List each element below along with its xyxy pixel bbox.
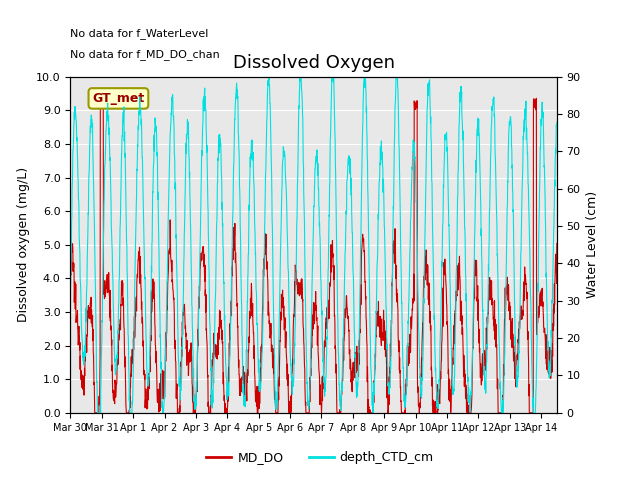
Y-axis label: Water Level (cm): Water Level (cm) (586, 191, 599, 299)
Text: No data for f_WaterLevel: No data for f_WaterLevel (70, 28, 209, 39)
Text: GT_met: GT_met (92, 92, 145, 105)
Text: No data for f_MD_DO_chan: No data for f_MD_DO_chan (70, 48, 220, 60)
Y-axis label: Dissolved oxygen (mg/L): Dissolved oxygen (mg/L) (17, 167, 31, 323)
Legend: MD_DO, depth_CTD_cm: MD_DO, depth_CTD_cm (201, 446, 439, 469)
Title: Dissolved Oxygen: Dissolved Oxygen (232, 54, 395, 72)
